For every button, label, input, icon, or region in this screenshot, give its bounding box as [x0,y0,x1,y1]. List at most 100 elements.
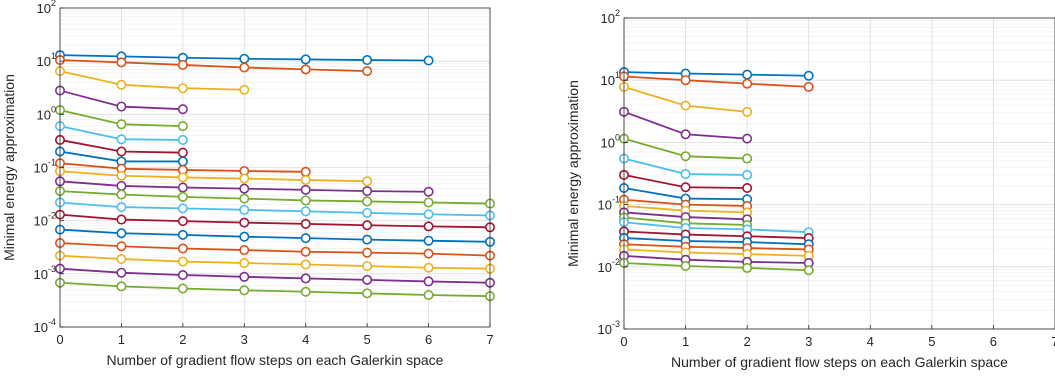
series-group [618,67,814,276]
data-point [362,176,373,187]
data-point [300,195,311,206]
data-point [680,129,691,140]
series-line [623,221,809,234]
data-point [423,248,434,259]
data-point [300,64,311,75]
y-axis-label: Minimal energy approximation [1,74,17,261]
data-point [300,218,311,229]
data-point [116,214,127,225]
x-tick-label: 3 [805,334,812,349]
data-point [300,273,311,284]
y-axis-label: Minimal energy approximation [565,80,581,267]
data-point [680,182,691,193]
data-point [116,228,127,239]
data-point [423,186,434,197]
data-point [239,173,250,184]
x-tick-label: 4 [867,334,874,349]
data-point [423,197,434,208]
data-point [116,170,127,181]
x-tick-label: 4 [302,332,309,347]
data-point [680,75,691,86]
data-point [362,186,373,197]
data-point [362,234,373,245]
data-point [239,271,250,282]
data-point [362,288,373,299]
data-point [239,217,250,228]
chart-2: 10-3 10-2 10-1 100 101 102 0 1 2 3 4 5 6 7 Number of g… [565,8,1055,370]
data-point [362,261,373,272]
data-point [803,265,814,276]
series-line [623,75,809,88]
x-tick-label: 1 [118,332,125,347]
y-tick-label: 101 [37,51,56,69]
series-line [623,248,809,257]
data-point [239,62,250,73]
data-point [742,262,753,273]
y-tick-label: 101 [601,70,620,88]
y-tick-label: 10-2 [598,257,620,275]
data-point [680,100,691,111]
x-tick-label: 3 [241,332,248,347]
data-point [177,172,188,183]
data-point [239,53,250,64]
series-line [59,70,245,91]
data-point [680,261,691,272]
data-point [362,55,373,66]
series-line [59,228,491,243]
data-point [423,55,434,66]
x-tick-label: 1 [682,334,689,349]
series-line [59,254,491,270]
data-point [742,78,753,89]
series-line [623,230,809,239]
data-point [177,203,188,214]
x-axis-label: Number of gradient flow steps on each Ga… [671,354,1008,370]
data-point [803,81,814,92]
series-line [623,254,809,264]
y-tick-label: 100 [37,104,56,122]
data-point [239,84,250,95]
data-point [300,175,311,186]
data-point [423,221,434,232]
x-tick-label: 2 [179,332,186,347]
y-tick-label: 102 [601,8,620,26]
data-point [116,202,127,213]
data-point [239,245,250,256]
data-point [742,182,753,193]
data-point [239,285,250,296]
data-point [742,169,753,180]
data-point [177,191,188,202]
x-tick-label: 6 [425,332,432,347]
data-point [116,79,127,90]
data-point [177,83,188,94]
y-tick-label: 102 [37,0,56,16]
y-tick-label: 10-4 [34,317,56,335]
data-point [177,121,188,132]
data-point [423,209,434,220]
y-tick-label: 10-3 [598,319,620,337]
data-point [680,151,691,162]
series-line [59,190,491,205]
series-line [59,213,491,229]
data-point [362,247,373,258]
data-point [116,57,127,68]
data-point [116,101,127,112]
x-tick-label: 7 [486,332,493,347]
data-point [300,166,311,177]
y-tick-label: 10-3 [34,264,56,282]
data-point [300,206,311,217]
data-point [362,274,373,285]
data-point [177,59,188,70]
data-point [177,104,188,115]
data-point [742,106,753,117]
data-point [300,54,311,65]
data-point [239,193,250,204]
series-line [59,242,491,257]
data-point [239,257,250,268]
data-point [742,153,753,164]
data-point [362,220,373,231]
data-point [116,281,127,292]
x-tick-label: 5 [364,332,371,347]
data-point [300,286,311,297]
series-line [623,262,809,272]
